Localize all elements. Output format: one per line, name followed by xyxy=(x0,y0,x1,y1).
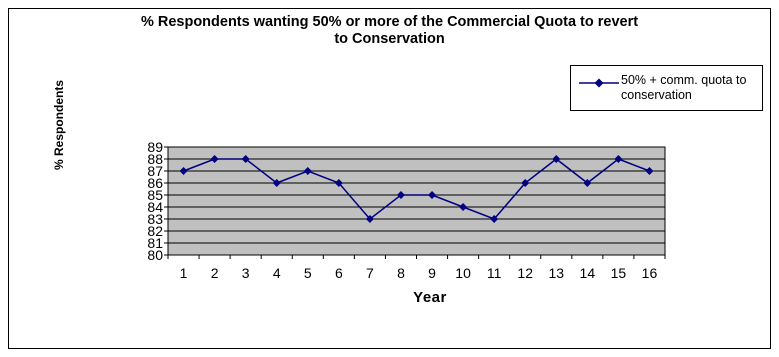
legend-series-marker xyxy=(579,78,619,88)
legend-label-line-2: conservation xyxy=(621,88,692,102)
x-tick-label-12: 12 xyxy=(517,265,533,281)
x-axis-label: Year xyxy=(413,289,447,306)
y-tick-label-85: 85 xyxy=(147,187,163,203)
y-tick-label-84: 84 xyxy=(147,199,163,215)
legend: 50% + comm. quota to conservation xyxy=(570,65,763,111)
x-tick-label-11: 11 xyxy=(487,265,502,281)
x-tick-label-1: 1 xyxy=(180,265,188,281)
chart-title-line-1: % Respondents wanting 50% or more of the… xyxy=(140,14,639,30)
y-tick-label-83: 83 xyxy=(147,211,163,227)
data-point-14 xyxy=(583,179,592,187)
data-point-15 xyxy=(614,155,623,163)
x-tick-label-13: 13 xyxy=(548,265,564,281)
data-point-13 xyxy=(552,155,561,163)
x-tick-label-10: 10 xyxy=(455,265,471,281)
data-point-5 xyxy=(303,167,312,175)
x-tick-label-9: 9 xyxy=(428,265,436,281)
x-tick-label-5: 5 xyxy=(304,265,312,281)
x-tick-label-8: 8 xyxy=(397,265,405,281)
legend-label-line-1: 50% + comm. quota to xyxy=(621,73,747,87)
x-tick-label-14: 14 xyxy=(580,265,596,281)
data-point-2 xyxy=(210,155,219,163)
y-tick-label-87: 87 xyxy=(147,163,163,179)
data-point-8 xyxy=(396,191,405,199)
y-tick-label-81: 81 xyxy=(147,235,163,251)
chart-title-line-2: to Conservation xyxy=(334,31,445,47)
x-tick-label-2: 2 xyxy=(211,265,219,281)
x-tick-label-7: 7 xyxy=(366,265,374,281)
data-point-11 xyxy=(490,215,499,223)
y-tick-label-89: 89 xyxy=(147,139,163,155)
y-axis-label: % Respondents xyxy=(51,79,66,170)
y-tick-label-86: 86 xyxy=(147,175,163,191)
y-tick-label-82: 82 xyxy=(147,223,163,239)
chart-title: % Respondents wanting 50% or more of the… xyxy=(0,14,779,48)
data-point-6 xyxy=(334,179,343,187)
data-point-16 xyxy=(645,167,654,175)
y-tick-label-80: 80 xyxy=(147,247,163,263)
plot-area xyxy=(167,146,666,256)
x-tick-label-15: 15 xyxy=(611,265,627,281)
data-point-12 xyxy=(521,179,530,187)
legend-series-label: 50% + comm. quota to conservation xyxy=(621,73,761,103)
data-point-3 xyxy=(241,155,250,163)
x-tick-label-6: 6 xyxy=(335,265,343,281)
data-point-7 xyxy=(365,215,374,223)
x-tick-label-4: 4 xyxy=(273,265,281,281)
data-point-1 xyxy=(179,167,188,175)
data-point-10 xyxy=(459,203,468,211)
series-line-0 xyxy=(183,158,650,221)
y-tick-label-88: 88 xyxy=(147,151,163,167)
x-tick-label-16: 16 xyxy=(642,265,658,281)
x-tick-label-3: 3 xyxy=(242,265,250,281)
data-point-4 xyxy=(272,179,281,187)
data-point-9 xyxy=(428,191,437,199)
